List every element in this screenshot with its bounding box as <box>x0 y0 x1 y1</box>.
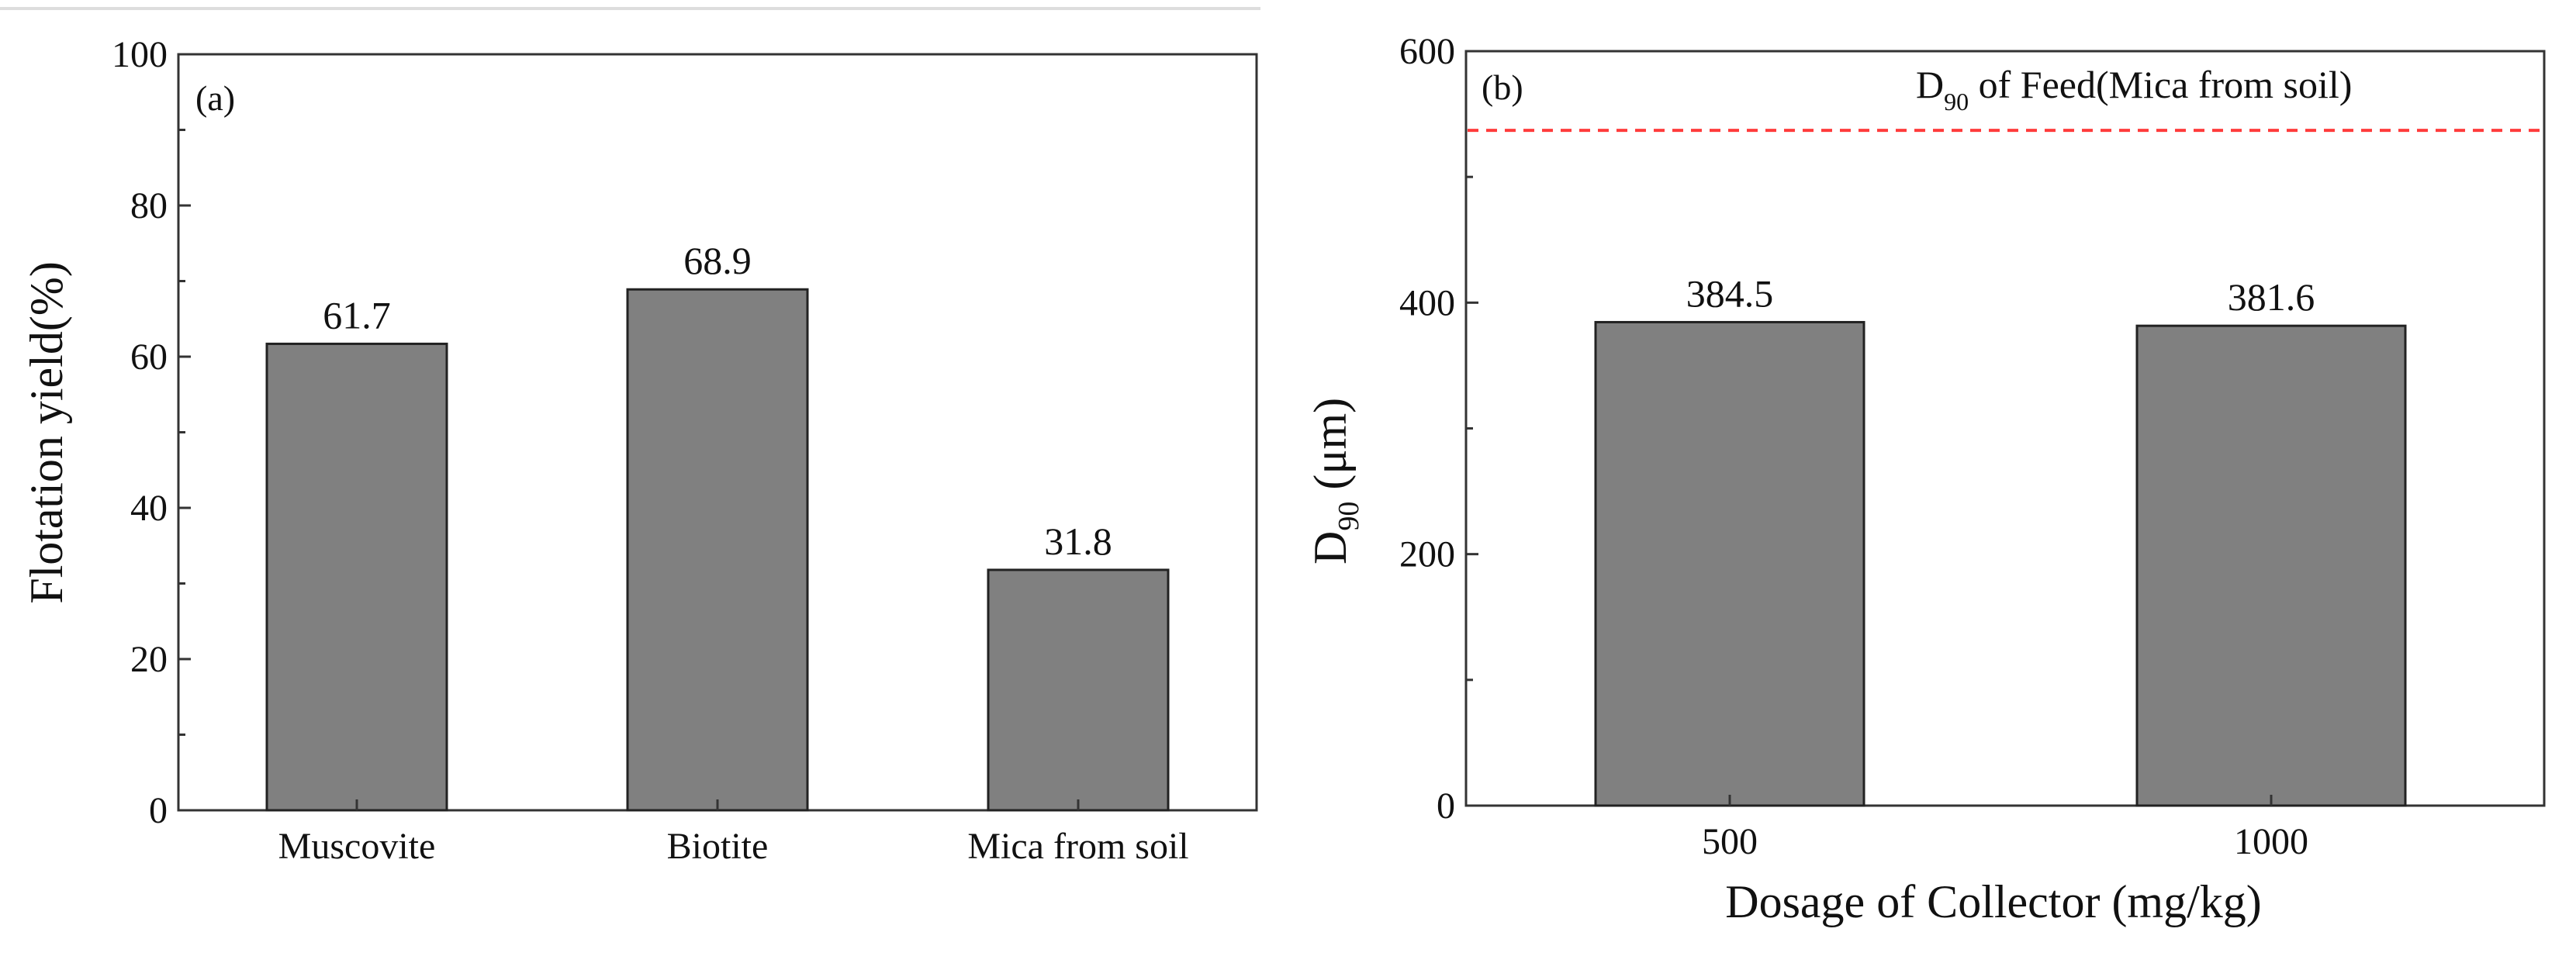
bar-value-label: 68.9 <box>683 239 752 282</box>
bar <box>626 288 809 812</box>
panel-a-x-tick-labels: Muscovite Biotite Mica from soil <box>278 799 1189 867</box>
y-tick-label: 20 <box>130 639 168 680</box>
panel-a-y-ticks: 0 20 40 60 80 100 <box>112 34 191 831</box>
bar-value-label: 381.6 <box>2228 275 2315 319</box>
panel-a-bars: 61.7 68.9 31.8 <box>265 239 1170 812</box>
panel-b-tag: (b) <box>1482 67 1523 107</box>
y-tick-label: 40 <box>130 488 168 529</box>
y-tick-label: 0 <box>1437 785 1455 827</box>
panel-b-x-tick-labels: 500 1000 <box>1702 795 2308 862</box>
bar <box>987 568 1170 812</box>
x-tick-label: Mica from soil <box>967 826 1188 867</box>
x-tick-label: 1000 <box>2234 821 2308 862</box>
panel-b-ref-label: D90 of Feed(Mica from soil) <box>1916 63 2352 116</box>
panel-a-tag: (a) <box>195 78 235 118</box>
panel-b: 0 200 400 600 384.5 381.6 500 1000 (b) D90 of… <box>1305 31 2546 927</box>
bar <box>2135 324 2407 807</box>
y-tick-label: 400 <box>1399 282 1455 323</box>
panel-a: 0 20 40 60 80 100 61.7 68.9 31.8 Muscovite Bioti… <box>0 7 1260 867</box>
bar <box>265 342 448 812</box>
panel-b-bars: 384.5 381.6 <box>1594 271 2407 807</box>
panel-a-y-axis-title: Flotation yield(%) <box>21 261 72 604</box>
bar-value-label: 384.5 <box>1686 271 1774 315</box>
y-tick-label: 0 <box>149 790 168 831</box>
bar <box>1594 320 1865 807</box>
panel-b-x-axis-title: Dosage of Collector (mg/kg) <box>1725 876 2262 927</box>
panel-b-y-ticks: 0 200 400 600 <box>1399 31 1478 827</box>
y-tick-label: 80 <box>130 185 168 226</box>
y-tick-label: 100 <box>112 34 168 75</box>
y-tick-label: 600 <box>1399 31 1455 72</box>
y-tick-label: 200 <box>1399 534 1455 575</box>
y-tick-label: 60 <box>130 337 168 378</box>
bar-value-label: 61.7 <box>323 293 391 337</box>
x-tick-label: Muscovite <box>278 826 436 867</box>
x-tick-label: Biotite <box>667 826 769 867</box>
x-tick-label: 500 <box>1702 821 1758 862</box>
bar-value-label: 31.8 <box>1044 520 1112 563</box>
panel-b-y-axis-title: D90 (μm) <box>1305 398 1365 564</box>
